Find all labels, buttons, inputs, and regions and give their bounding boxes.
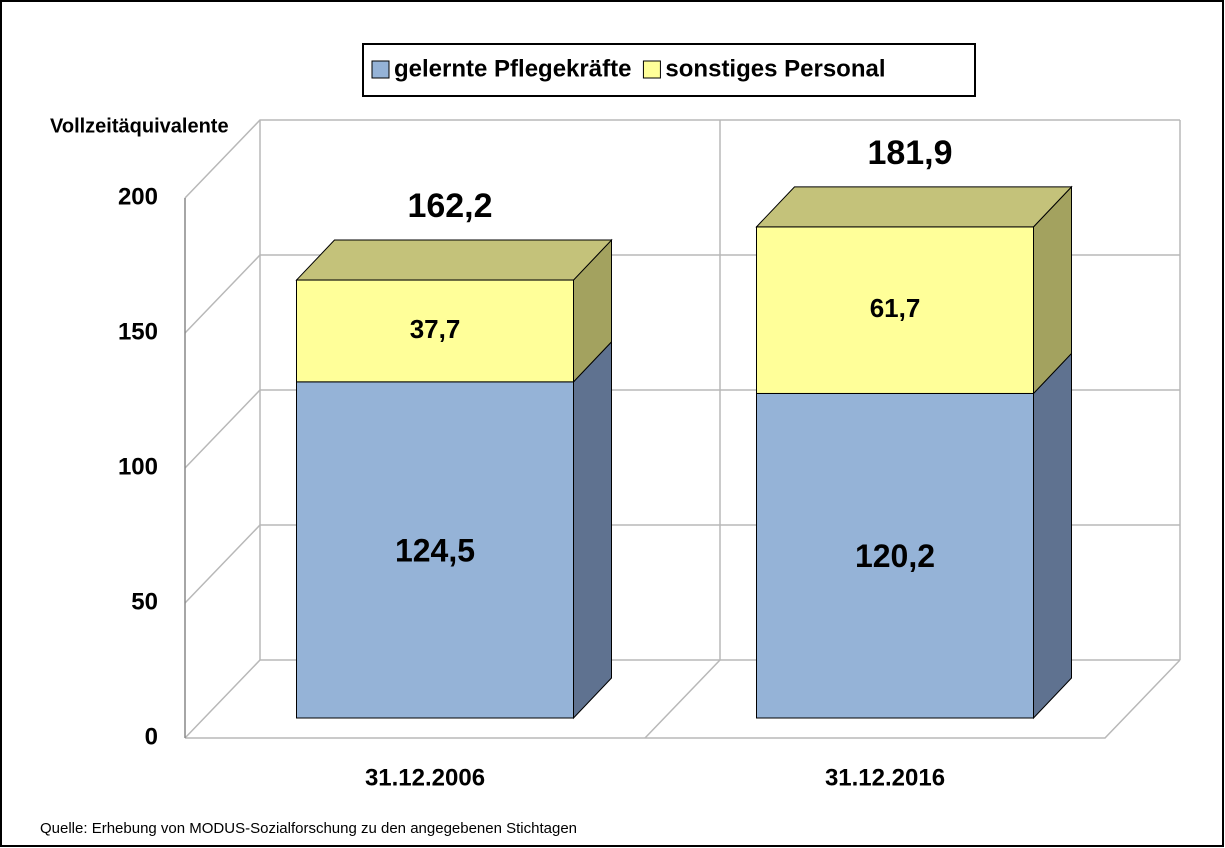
legend-swatch	[371, 60, 390, 79]
total-label: 162,2	[407, 187, 492, 225]
grid-line	[184, 119, 1180, 199]
y-tick-label: 150	[118, 318, 158, 345]
bar	[296, 381, 574, 719]
legend-label: sonstiges Personal	[665, 55, 885, 82]
bar	[756, 392, 1034, 719]
bar	[296, 279, 574, 383]
y-tick-label: 100	[118, 453, 158, 480]
legend-swatch	[642, 60, 661, 79]
value-label: 61,7	[870, 293, 921, 323]
bar-top	[295, 239, 613, 281]
total-label: 181,9	[867, 134, 952, 172]
legend-box	[362, 43, 976, 97]
value-label: 124,5	[395, 532, 475, 568]
value-label: 120,2	[855, 538, 935, 574]
floor	[185, 659, 1181, 739]
x-tick-label: 31.12.2016	[825, 764, 945, 791]
floor-divider	[644, 659, 721, 739]
y-tick-label: 200	[118, 183, 158, 210]
x-tick-label: 31.12.2006	[365, 764, 485, 791]
bar-top	[755, 186, 1073, 228]
value-label: 37,7	[410, 314, 461, 344]
y-axis-label: Vollzeitäquivalente	[50, 115, 229, 137]
y-tick-label: 50	[131, 588, 158, 615]
legend-label: gelernte Pflegekräfte	[394, 55, 631, 82]
bar-side	[573, 340, 612, 720]
y-tick-label: 0	[145, 723, 158, 750]
source: Quelle: Erhebung von MODUS-Sozialforschu…	[40, 820, 577, 837]
bar-side	[1033, 352, 1072, 720]
